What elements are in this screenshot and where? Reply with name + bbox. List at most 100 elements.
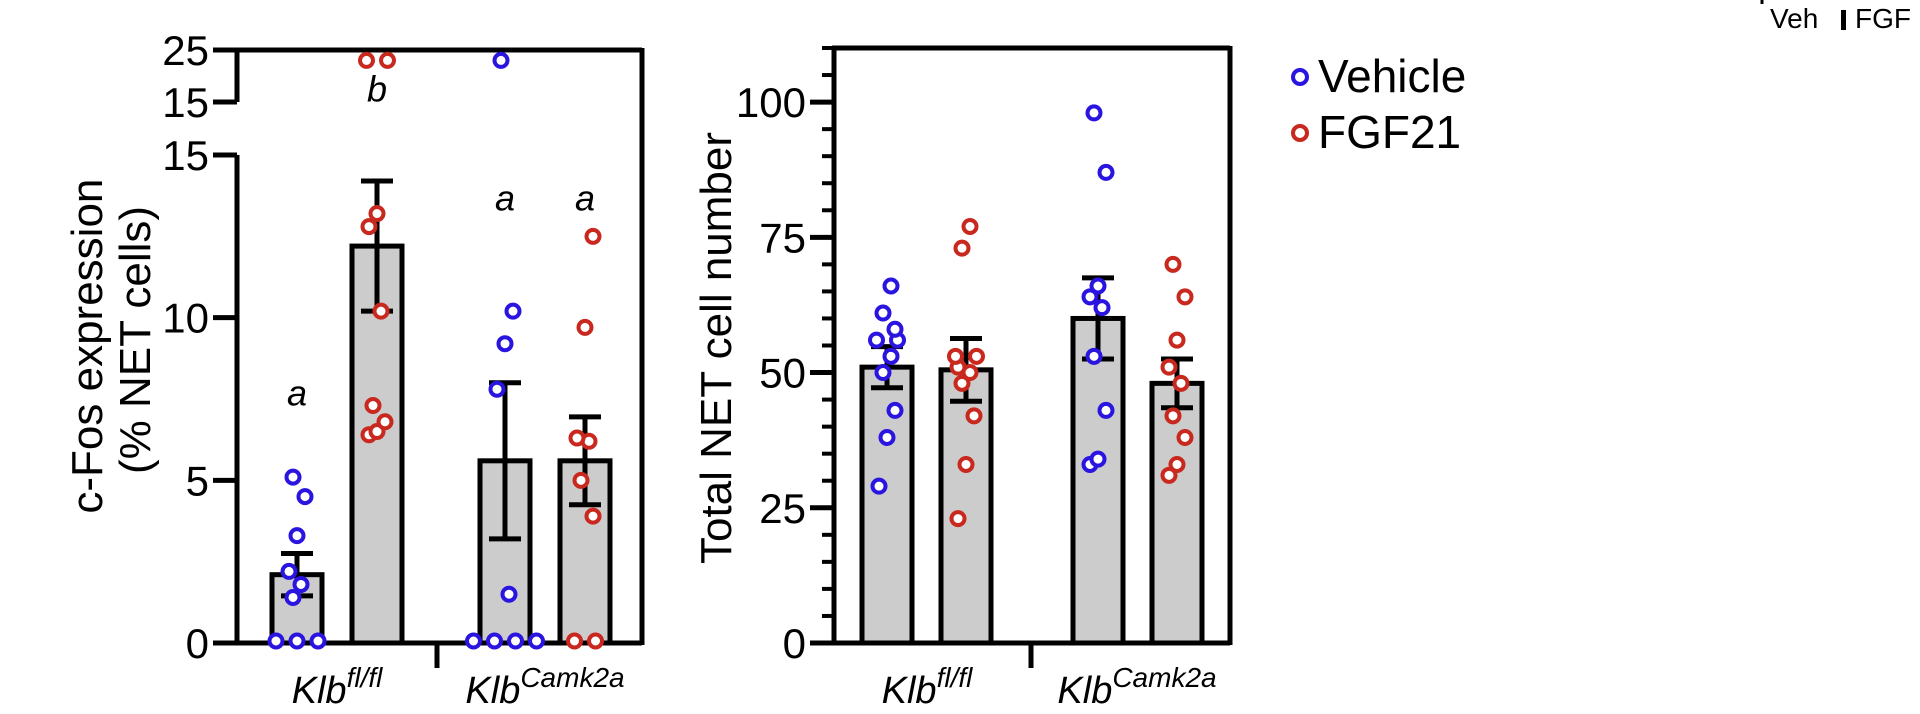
net-point-0-9 — [882, 277, 900, 295]
cfos-upper-tick-label: 25 — [162, 27, 209, 74]
net-point-1-0 — [949, 510, 967, 528]
net-point-1-3 — [953, 374, 971, 392]
net-point-3-3 — [1164, 407, 1182, 425]
cfos-point-2-8 — [492, 51, 510, 69]
cfos-point-0-7 — [296, 488, 314, 506]
net-tick-label: 25 — [759, 485, 806, 532]
cfos-point-1-6 — [368, 205, 386, 223]
cfos-group-label-superscript: fl/fl — [347, 662, 384, 693]
net-group-label-1: KlbCamk2a — [1057, 662, 1216, 712]
cfos-point-0-3 — [284, 588, 302, 606]
net-point-3-4 — [1172, 374, 1190, 392]
net-point-1-1 — [957, 456, 975, 473]
net-point-0-3 — [874, 364, 892, 382]
cfos-y-axis-label-line2: (% NET cells) — [111, 206, 160, 474]
net-point-0-5 — [868, 331, 885, 349]
cfos-point-2-0 — [465, 632, 482, 650]
cfos-tick-label: 0 — [186, 620, 209, 667]
net-bars — [859, 104, 1205, 646]
net-tick-label: 75 — [759, 214, 806, 261]
cfos-y-ticks: 0 5 10 15 15 25 — [162, 27, 237, 667]
net-group-label-base: Klb — [882, 670, 937, 712]
net-y-ticks: 0 25 50 75 100 — [736, 46, 834, 667]
cfos-point-3-2 — [584, 507, 602, 525]
corner-divider-mark — [1841, 10, 1846, 30]
net-point-2-2 — [1097, 401, 1115, 419]
net-point-1-6 — [947, 347, 964, 365]
net-group-label-superscript: fl/fl — [937, 662, 974, 693]
cfos-tick-label: 10 — [162, 295, 209, 342]
net-point-1-7 — [968, 347, 985, 365]
net-point-2-8 — [1085, 104, 1103, 122]
net-group-label-0: Klbfl/fl — [882, 662, 973, 712]
net-point-0-2 — [886, 401, 904, 419]
cfos-point-1-8 — [379, 51, 396, 69]
cfos-point-0-2 — [309, 632, 327, 650]
cfos-significance-letter: a — [495, 177, 515, 218]
net-point-0-0 — [870, 477, 888, 495]
net-point-3-7 — [1176, 288, 1194, 306]
net-point-2-1 — [1089, 450, 1107, 468]
cfos-point-0-5 — [280, 562, 298, 580]
net-point-1-2 — [965, 407, 983, 425]
cfos-point-2-1 — [486, 632, 503, 650]
cfos-point-1-3 — [364, 397, 382, 415]
cfos-point-1-2 — [376, 413, 394, 431]
cfos-point-0-0 — [267, 632, 285, 650]
cfos-point-3-3 — [572, 471, 590, 489]
net-point-3-5 — [1160, 358, 1178, 376]
net-point-3-0 — [1160, 466, 1178, 484]
corner-fragment: Veh FGF — [1760, 0, 1911, 34]
cfos-significance-letter: b — [367, 68, 387, 109]
cfos-tick-label: 5 — [186, 457, 209, 504]
net-point-3-6 — [1168, 331, 1186, 349]
cfos-point-1-7 — [358, 51, 375, 69]
cfos-point-1-4 — [372, 302, 390, 320]
net-point-2-5 — [1081, 288, 1099, 306]
cfos-upper-tick-label: 15 — [162, 79, 209, 126]
cfos-group-label-superscript: Camk2a — [520, 662, 624, 693]
cfos-group-label-base: Klb — [465, 670, 520, 712]
corner-fgf-label: FGF — [1855, 3, 1911, 34]
net-point-3-8 — [1164, 255, 1182, 273]
corner-veh-label: Veh — [1770, 3, 1818, 34]
cfos-group-label-1: KlbCamk2a — [465, 662, 624, 712]
cfos-point-3-5 — [568, 429, 586, 447]
cfos-significance-letter: a — [575, 177, 595, 218]
cfos-significance-letter: a — [287, 373, 307, 414]
cfos-point-2-3 — [528, 632, 545, 650]
cfos-point-2-5 — [488, 380, 506, 398]
cfos-y-axis-label: c-Fos expression (% NET cells) — [63, 166, 160, 513]
cfos-point-2-6 — [496, 335, 514, 353]
cfos-panel: c-Fos expression (% NET cells) 0 5 10 15 15 2… — [63, 27, 645, 712]
cfos-tick-label: 15 — [162, 132, 209, 179]
net-y-axis-label: Total NET cell number — [692, 132, 741, 564]
net-group-label-superscript: Camk2a — [1112, 662, 1216, 693]
net-point-2-6 — [1089, 277, 1107, 295]
cfos-point-2-2 — [507, 632, 524, 650]
net-point-2-3 — [1085, 347, 1103, 365]
cfos-point-0-1 — [288, 632, 306, 650]
net-x-group-labels: Klbfl/fl KlbCamk2a — [882, 662, 1217, 712]
net-tick-label: 100 — [736, 79, 806, 126]
cfos-point-2-7 — [504, 302, 522, 320]
net-point-0-1 — [878, 428, 896, 446]
legend-marker-vehicle — [1291, 68, 1309, 86]
cfos-point-1-5 — [360, 218, 378, 236]
cfos-point-0-8 — [284, 468, 302, 486]
net-point-1-9 — [961, 218, 979, 235]
legend-marker-fgf21 — [1291, 124, 1309, 142]
net-point-0-7 — [886, 320, 904, 338]
cfos-point-2-4 — [500, 585, 518, 603]
cfos-point-3-6 — [576, 318, 594, 336]
net-tick-label: 50 — [759, 350, 806, 397]
cfos-point-3-0 — [566, 632, 583, 650]
cfos-point-0-6 — [288, 527, 306, 545]
net-point-2-4 — [1093, 299, 1111, 317]
net-point-1-8 — [953, 239, 971, 257]
net-point-2-7 — [1097, 163, 1115, 181]
cfos-y-axis-label-line1: c-Fos expression — [63, 179, 112, 514]
net-bar-2 — [1070, 315, 1126, 646]
